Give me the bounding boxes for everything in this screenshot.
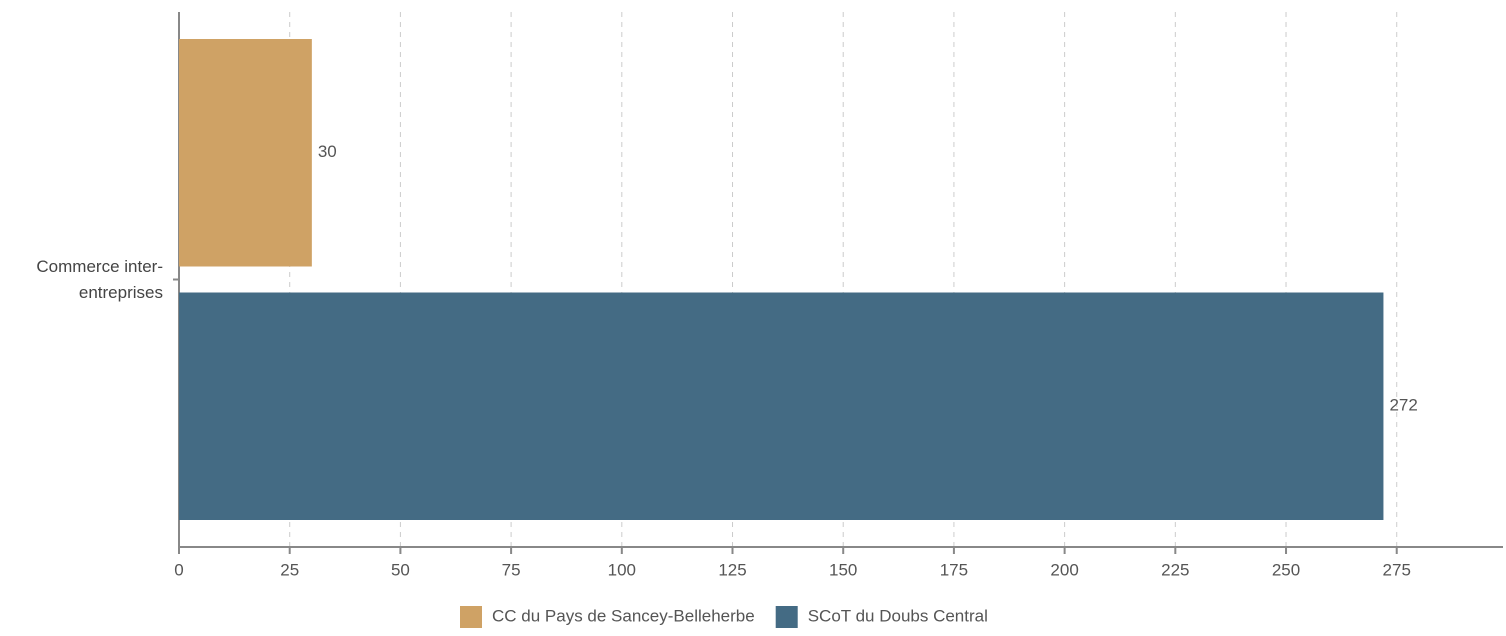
x-tick-label: 125: [718, 560, 746, 579]
legend-swatch: [460, 606, 482, 628]
x-tick-label: 25: [280, 560, 299, 579]
x-tick-label: 250: [1272, 560, 1300, 579]
data-label: 272: [1389, 396, 1417, 415]
x-tick-label: 0: [174, 560, 183, 579]
category-label: Commerce inter-entreprises: [36, 256, 163, 302]
x-tick-label: 175: [940, 560, 968, 579]
x-tick-label: 150: [829, 560, 857, 579]
legend-label: CC du Pays de Sancey-Belleherbe: [492, 606, 755, 625]
data-label: 30: [318, 142, 337, 161]
x-tick-label: 225: [1161, 560, 1189, 579]
x-tick-label: 75: [502, 560, 521, 579]
x-tick-label: 275: [1383, 560, 1411, 579]
x-tick-label: 100: [608, 560, 636, 579]
x-tick-label: 200: [1050, 560, 1078, 579]
bar: [179, 292, 1384, 520]
x-tick-label: 50: [391, 560, 410, 579]
legend-swatch: [775, 606, 798, 628]
bar: [179, 39, 312, 267]
legend-label: SCoT du Doubs Central: [808, 606, 988, 625]
